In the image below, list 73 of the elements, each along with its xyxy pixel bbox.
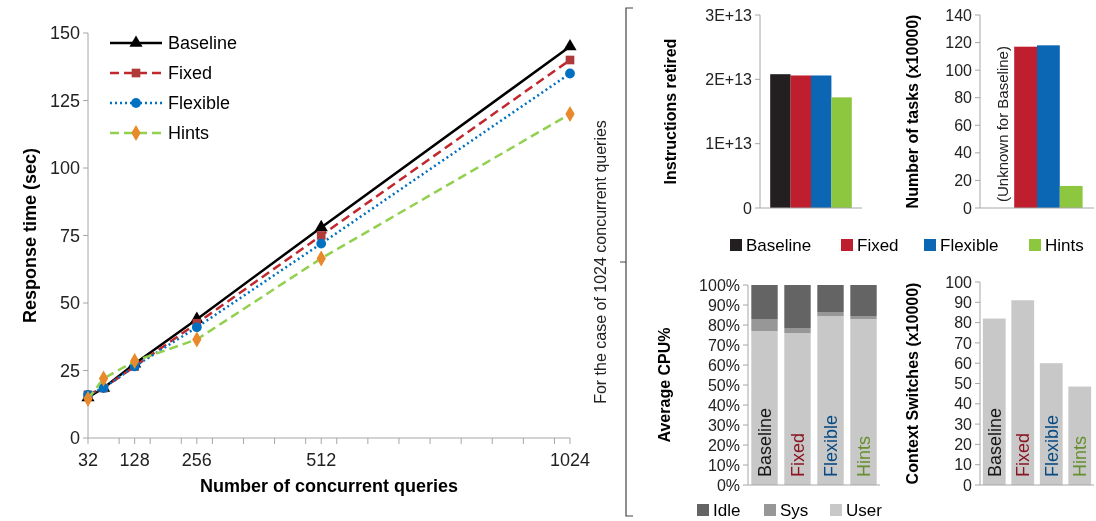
y-tick-label: 100 [49, 158, 80, 179]
y-tick-label: 30 [954, 415, 973, 433]
y-tick-label: 60 [954, 116, 973, 134]
y-tick-label: 80% [707, 316, 740, 334]
y-tick-label: 2E+13 [705, 70, 753, 88]
y-tick-label: 50 [59, 293, 80, 314]
x-tick-label: Hints [1070, 435, 1091, 477]
text: For the case of 1024 concurrent queries [591, 120, 609, 404]
x-tick-label: Hints [853, 435, 874, 477]
y-tick-label: 70% [707, 336, 740, 354]
x-tick-label: Fixed [787, 432, 808, 477]
y-tick-label: 40% [707, 396, 740, 414]
legend-label: Idle [713, 500, 741, 520]
y-tick-label: 25 [59, 360, 80, 381]
legend-label: Baseline [746, 235, 812, 255]
y-tick-label: 10% [707, 456, 740, 474]
x-tick-label: 512 [306, 450, 337, 470]
legend-label: Hints [1045, 235, 1084, 255]
y-tick-label: 80 [954, 89, 973, 107]
legend-label: Fixed [168, 63, 213, 84]
x-tick-label: 32 [77, 450, 99, 470]
y-tick-label: 120 [945, 34, 973, 52]
y-tick-label: 80 [954, 314, 973, 332]
y-tick-label: 1E+13 [705, 135, 753, 153]
legend-label: Fixed [857, 235, 899, 255]
y-tick-label: 3E+13 [705, 6, 753, 24]
y-tick-label: 100 [945, 61, 973, 79]
y-tick-label: 0% [716, 476, 740, 494]
legend-label: Sys [780, 500, 809, 520]
y-tick-label: 20% [707, 436, 740, 454]
y-tick-label: 140 [945, 6, 973, 24]
y-tick-label: 90% [707, 296, 740, 314]
y-axis-title: Context Switches (x10000) [903, 282, 921, 485]
x-tick-label: Baseline [984, 407, 1005, 477]
x-tick-label: Baseline [754, 407, 775, 477]
y-axis-title: Average CPU% [655, 327, 673, 443]
y-tick-label: 100 [945, 273, 973, 291]
y-tick-label: 60% [707, 356, 740, 374]
y-tick-label: 50 [954, 375, 973, 393]
x-axis-title: Number of concurrent queries [199, 476, 459, 496]
y-axis-title: Instructions retired [661, 38, 679, 185]
y-tick-label: 75 [59, 225, 80, 246]
y-tick-label: 50% [707, 376, 740, 394]
y-tick-label: 125 [49, 90, 80, 111]
y-tick-label: 100% [699, 276, 740, 294]
x-tick-label: Fixed [1013, 432, 1034, 477]
y-tick-label: 20 [954, 436, 973, 453]
y-tick-label: 10 [954, 456, 973, 474]
legend-label: User [846, 500, 883, 520]
y-tick-label: 30% [707, 416, 740, 434]
legend-label: Hints [168, 123, 210, 144]
x-tick-label: 1024 [549, 450, 591, 470]
y-tick-label: 0 [963, 199, 973, 217]
y-tick-label: 70 [954, 334, 973, 352]
legend-label: Flexible [168, 93, 231, 114]
legend-label: Baseline [168, 33, 238, 54]
y-tick-label: 60 [954, 354, 973, 372]
y-tick-label: 0 [743, 199, 753, 217]
y-tick-label: 40 [954, 395, 973, 413]
y-tick-label: 0 [963, 476, 973, 494]
y-tick-label: 90 [954, 293, 973, 311]
x-tick-label: Flexible [1041, 414, 1062, 477]
y-tick-label: 150 [49, 23, 80, 44]
y-tick-label: 20 [954, 172, 973, 190]
x-tick-label: 256 [181, 450, 212, 470]
y-tick-label: 40 [954, 144, 973, 162]
y-axis-title: Number of tasks (x10000) [903, 14, 921, 209]
y-axis-title: Response time (sec) [20, 147, 41, 324]
y-tick-label: 0 [69, 428, 80, 449]
x-tick-label: Flexible [820, 414, 841, 477]
x-tick-label: 128 [119, 450, 150, 470]
legend-label: Flexible [940, 235, 999, 255]
annotation: (Unknown for Baseline) [994, 46, 1012, 202]
